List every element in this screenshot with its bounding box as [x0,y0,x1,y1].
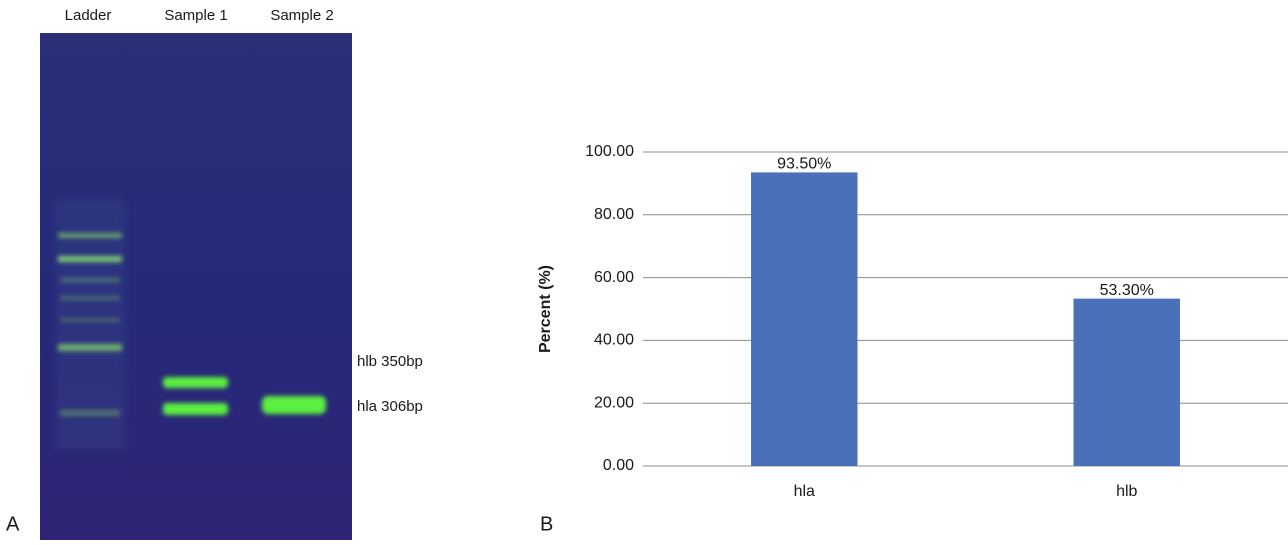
lane-label: Ladder [65,7,112,24]
panel-label: B [540,513,553,535]
figure: Ladder Sample 1 Sample 2 hlb 350bp hla 3… [0,0,1288,540]
gel-image [40,33,352,540]
y-tick-label: 40.00 [594,332,634,349]
panel-label: A [6,513,20,535]
band-label: hla 306bp [357,398,423,415]
y-tick-label: 80.00 [594,206,634,223]
lane-label: Sample 1 [164,7,227,24]
bar [751,172,857,466]
y-axis-label: Percent (%) [537,265,554,353]
y-tick-label: 100.00 [585,143,634,160]
y-tick-label: 0.00 [603,457,634,474]
y-tick-label: 60.00 [594,269,634,286]
band-label: hlb 350bp [357,353,423,370]
data-label: 93.50% [777,156,831,173]
bar [1074,299,1180,466]
x-tick-label: hla [794,483,815,500]
data-label: 53.30% [1100,282,1154,299]
lane-label: Sample 2 [270,7,333,24]
y-tick-label: 20.00 [594,394,634,411]
x-tick-label: hlb [1116,483,1137,500]
